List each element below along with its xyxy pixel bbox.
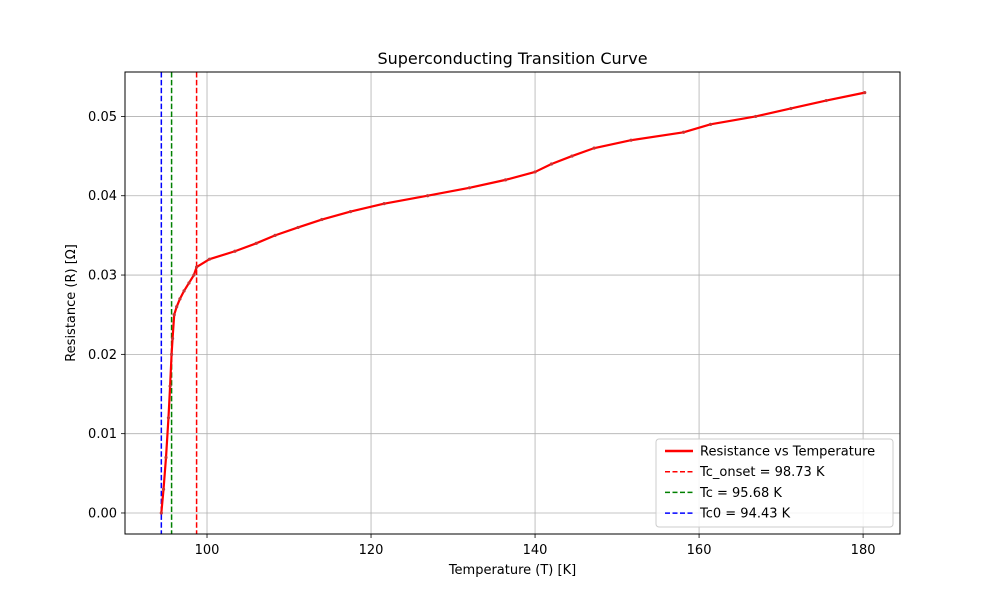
legend-label: Tc = 95.68 K bbox=[699, 486, 782, 501]
y-tick-label: 0.01 bbox=[88, 427, 117, 442]
data-point bbox=[426, 194, 430, 198]
data-point bbox=[187, 281, 191, 285]
x-tick-label: 120 bbox=[359, 543, 384, 558]
x-tick-label: 100 bbox=[195, 543, 220, 558]
legend-label: Tc_onset = 98.73 K bbox=[699, 465, 825, 480]
y-tick-label: 0.03 bbox=[88, 269, 117, 284]
data-point bbox=[172, 313, 176, 317]
y-tick-label: 0.00 bbox=[88, 506, 117, 521]
data-point bbox=[789, 106, 793, 111]
data-point bbox=[320, 217, 324, 222]
y-tick-label: 0.05 bbox=[88, 110, 117, 125]
data-point bbox=[170, 336, 175, 341]
series-layer bbox=[159, 91, 867, 515]
data-point bbox=[273, 233, 277, 237]
data-point bbox=[863, 91, 867, 95]
series-line bbox=[160, 91, 865, 514]
x-tick-label: 160 bbox=[687, 543, 712, 558]
x-tick-label: 180 bbox=[851, 543, 876, 558]
axis-ticks: 100 120 140 160 180 0.00 0.01 0.02 0.03 0.04 0.05 bbox=[88, 110, 875, 558]
data-point bbox=[161, 487, 166, 491]
data-point bbox=[629, 138, 633, 142]
data-point bbox=[348, 209, 353, 214]
data-point bbox=[824, 98, 828, 103]
x-axis-title: Temperature (T) [K] bbox=[448, 563, 576, 578]
x-tick-label: 140 bbox=[523, 543, 548, 558]
data-point bbox=[681, 130, 686, 134]
data-point bbox=[169, 352, 174, 356]
data-point bbox=[570, 154, 574, 158]
legend: Resistance vs Temperature Tc_onset = 98.7… bbox=[655, 438, 894, 528]
data-point bbox=[592, 146, 596, 150]
data-point bbox=[192, 273, 196, 277]
data-point bbox=[175, 305, 179, 309]
chart-title: Superconducting Transition Curve bbox=[377, 49, 647, 68]
data-point bbox=[182, 289, 186, 293]
data-point bbox=[159, 511, 163, 515]
y-tick-label: 0.04 bbox=[88, 189, 117, 204]
data-point bbox=[233, 249, 237, 253]
data-point bbox=[194, 265, 199, 269]
data-point bbox=[467, 186, 472, 190]
y-axis-title: Resistance (R) [Ω] bbox=[64, 244, 79, 362]
legend-box bbox=[655, 438, 894, 528]
data-point bbox=[207, 257, 212, 261]
data-point bbox=[754, 114, 758, 119]
data-point bbox=[166, 416, 171, 420]
data-point bbox=[533, 170, 537, 174]
reference-lines bbox=[160, 72, 198, 534]
data-point bbox=[254, 241, 258, 245]
data-point bbox=[503, 178, 508, 182]
legend-label: Tc0 = 94.43 K bbox=[699, 507, 791, 522]
data-point bbox=[296, 225, 300, 230]
plot-frame bbox=[124, 71, 901, 535]
data-point bbox=[708, 122, 713, 126]
data-point bbox=[382, 202, 386, 206]
grid bbox=[125, 72, 900, 534]
legend-label: Resistance vs Temperature bbox=[700, 445, 875, 460]
data-point bbox=[168, 384, 172, 388]
data-point bbox=[178, 297, 182, 301]
data-point bbox=[164, 455, 168, 460]
y-tick-label: 0.02 bbox=[88, 348, 117, 363]
data-point bbox=[549, 162, 554, 166]
